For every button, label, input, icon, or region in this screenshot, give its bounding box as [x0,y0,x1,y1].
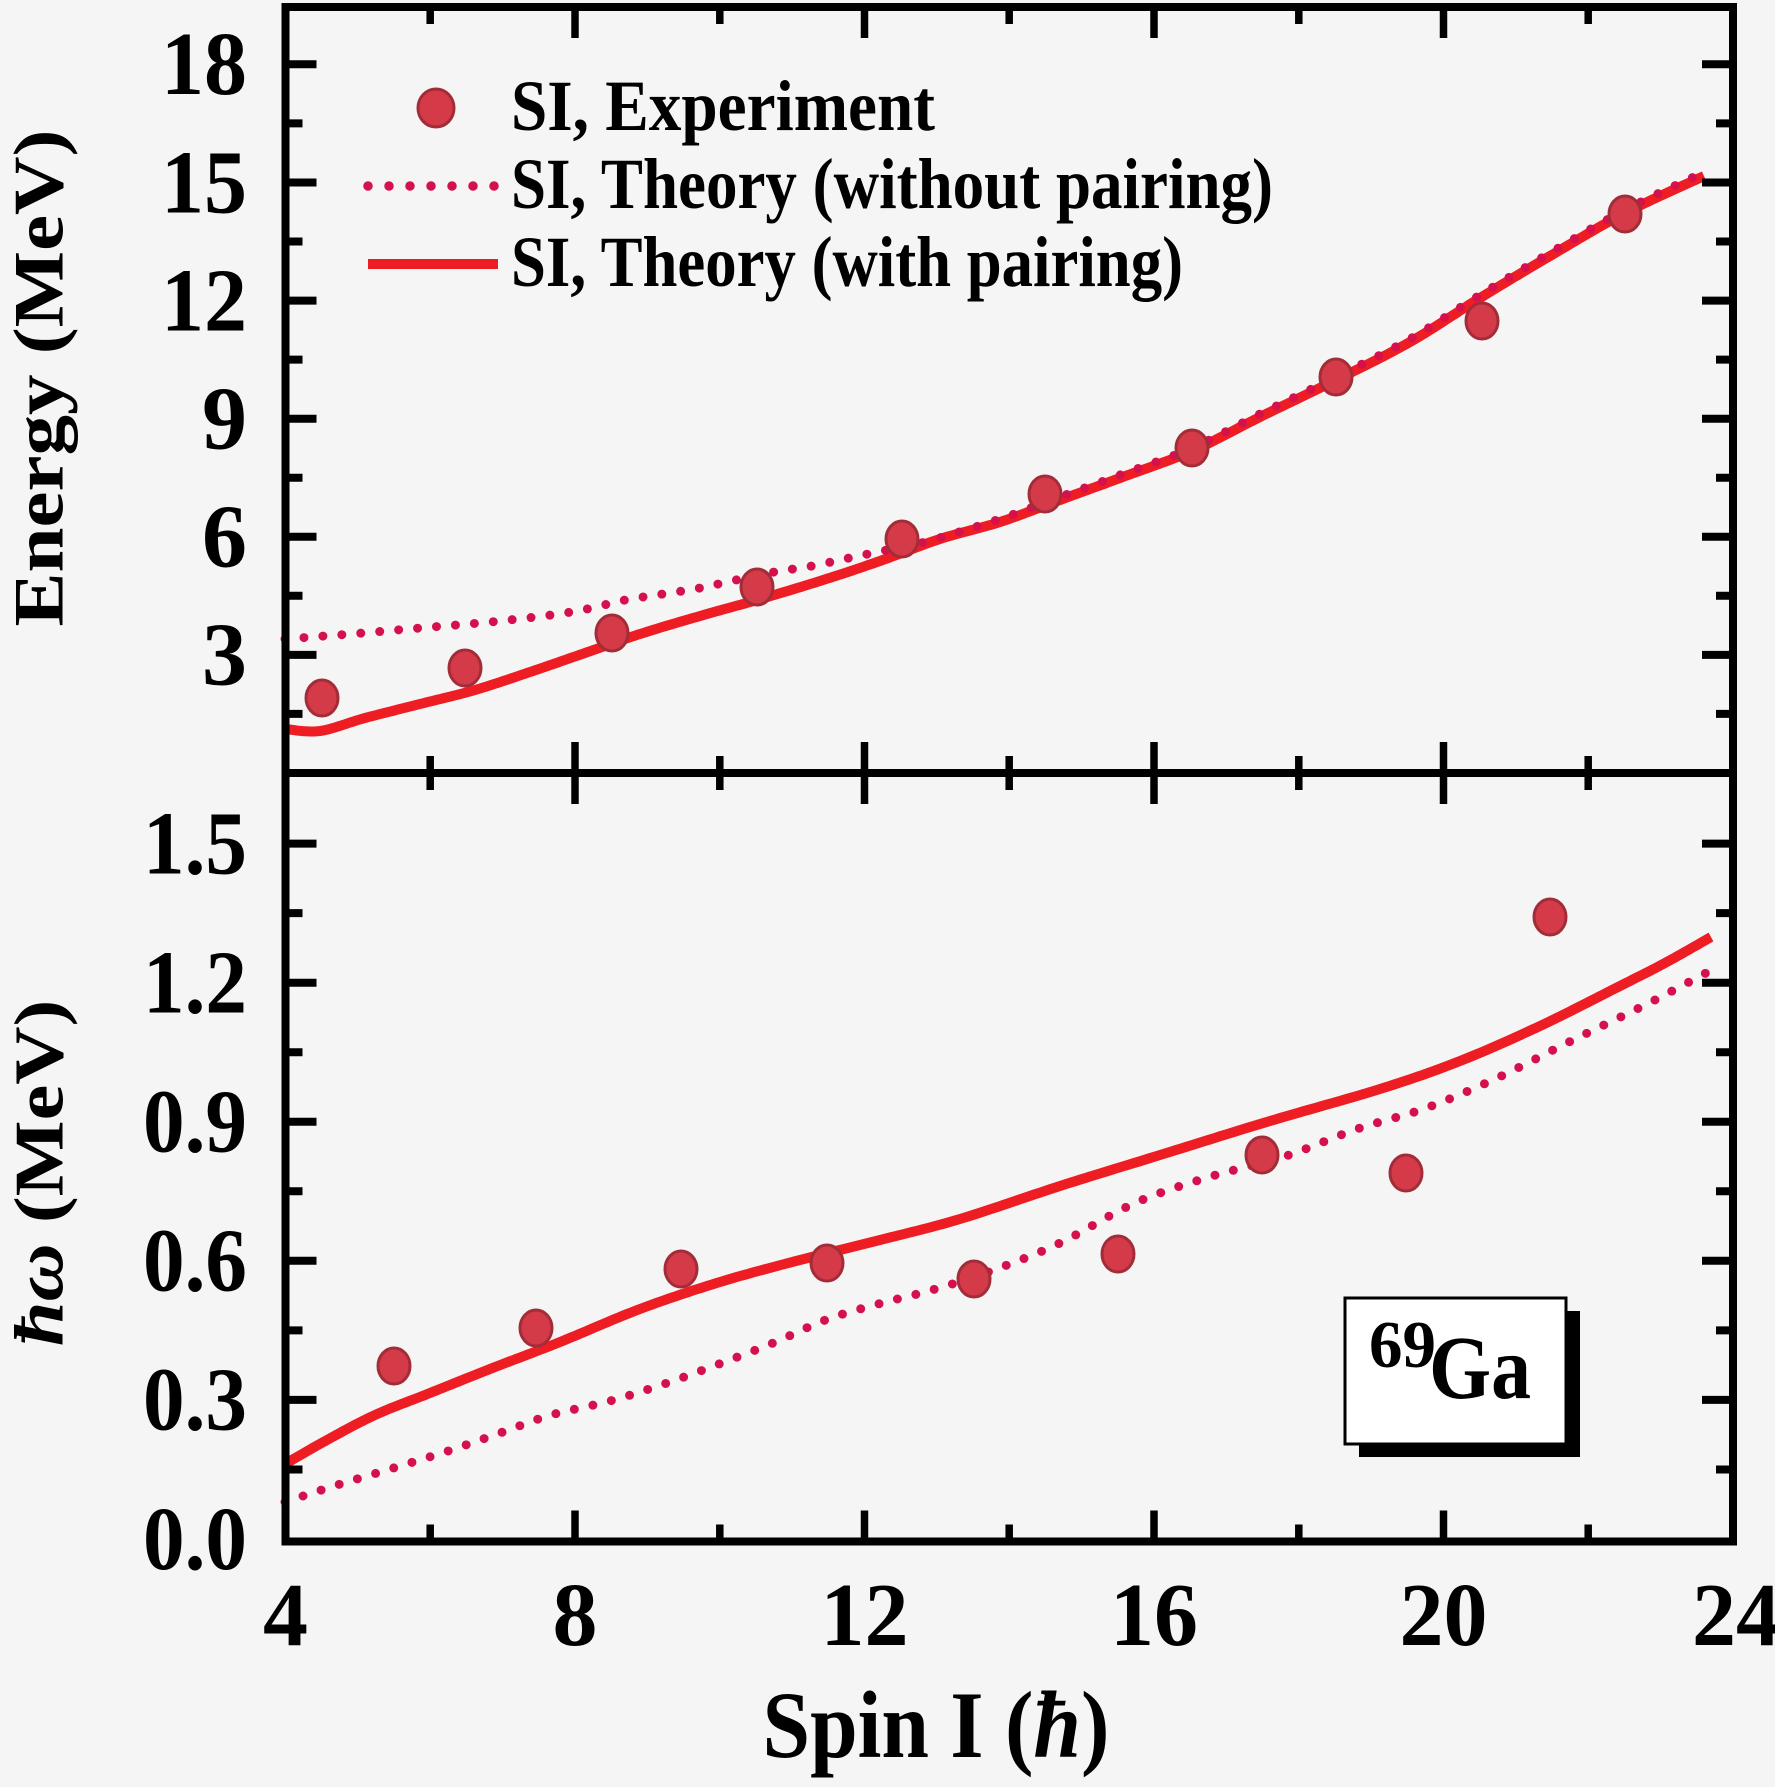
svg-text:4: 4 [263,1566,308,1665]
svg-text:6: 6 [202,488,247,587]
svg-text:SI, Theory (without pairing): SI, Theory (without pairing) [511,143,1273,224]
svg-text:Energy (MeV): Energy (MeV) [0,129,78,626]
svg-text:SI, Theory (with pairing): SI, Theory (with pairing) [511,221,1183,302]
svg-text:0.0: 0.0 [143,1490,247,1589]
svg-text:SI, Experiment: SI, Experiment [511,65,935,146]
svg-text:16: 16 [1110,1566,1198,1665]
svg-text:0.3: 0.3 [143,1351,247,1450]
svg-text:15: 15 [161,133,247,232]
svg-text:Ga: Ga [1429,1319,1531,1418]
svg-text:0.9: 0.9 [143,1073,247,1172]
svg-text:9: 9 [202,370,247,469]
svg-text:69: 69 [1369,1308,1436,1382]
svg-text:18: 18 [161,15,247,114]
svg-text:ħω (MeV): ħω (MeV) [1,1000,78,1347]
svg-text:12: 12 [161,251,247,350]
svg-text:12: 12 [821,1566,909,1665]
svg-text:8: 8 [553,1566,598,1665]
svg-text:1.2: 1.2 [143,934,247,1033]
svg-text:1.5: 1.5 [143,794,247,893]
svg-text:Spin I (ħ): Spin I (ħ) [763,1672,1110,1778]
svg-text:20: 20 [1400,1566,1488,1665]
svg-text:0.6: 0.6 [143,1212,247,1311]
svg-text:24: 24 [1692,1566,1775,1665]
svg-text:3: 3 [202,606,247,705]
